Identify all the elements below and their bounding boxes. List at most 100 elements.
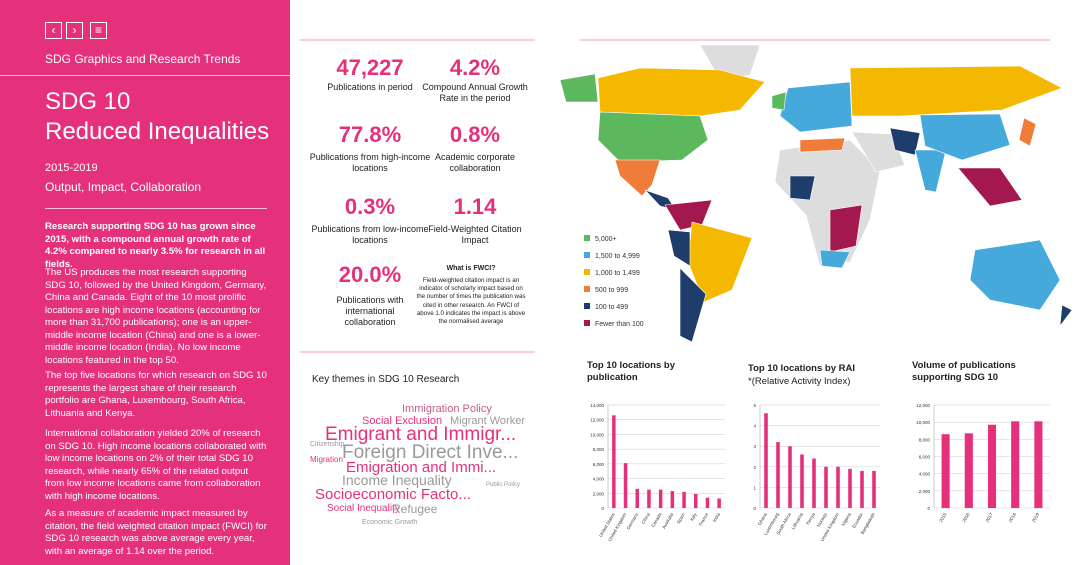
region bbox=[771, 91, 787, 111]
paragraph: The top five locations for which researc… bbox=[45, 370, 267, 419]
title: SDG 10 bbox=[45, 88, 131, 115]
region bbox=[1018, 117, 1037, 147]
x-tick-label: 2017 bbox=[985, 512, 995, 524]
bar bbox=[812, 458, 816, 508]
legend-swatch bbox=[584, 320, 590, 326]
legend-swatch bbox=[584, 303, 590, 309]
y-tick-label: 4,000 bbox=[593, 477, 605, 482]
region bbox=[829, 204, 863, 253]
word-cloud-title: Key themes in SDG 10 Research bbox=[312, 374, 459, 385]
word: Citizenship bbox=[310, 441, 344, 448]
subtitle: Output, Impact, Collaboration bbox=[45, 180, 202, 194]
y-tick-label: 12,000 bbox=[916, 403, 930, 408]
legend-swatch bbox=[584, 252, 590, 258]
charts: 02,0004,0006,0008,00010,00012,00014,000U… bbox=[590, 403, 1050, 542]
word: Refugee bbox=[392, 502, 438, 516]
region bbox=[849, 65, 1063, 117]
stat-label: Publications in period bbox=[327, 82, 413, 92]
word: Social Exclusion bbox=[362, 415, 442, 427]
word: Migration bbox=[310, 455, 343, 464]
y-tick-label: 2,000 bbox=[593, 491, 605, 496]
bar bbox=[941, 434, 950, 508]
chart-title: Top 10 locations by publication bbox=[587, 360, 675, 383]
x-tick-label: China bbox=[641, 512, 651, 525]
paragraph: As a measure of academic impact measured… bbox=[45, 508, 267, 557]
y-tick-label: 10,000 bbox=[916, 420, 930, 425]
stat-value: 77.8% bbox=[338, 122, 402, 147]
legend-swatch bbox=[584, 269, 590, 275]
series-title: SDG Graphics and Research Trends bbox=[45, 52, 241, 66]
side-panel: ‹ › ≡ SDG Graphics and Research Trends S… bbox=[0, 0, 290, 565]
y-tick-label: 14,000 bbox=[590, 403, 604, 408]
region bbox=[597, 67, 766, 117]
word: Income Inequality bbox=[342, 472, 452, 488]
x-tick-label: France bbox=[698, 512, 710, 527]
word: Public Policy bbox=[486, 482, 520, 488]
y-tick-label: 1 bbox=[753, 485, 756, 490]
stat-label: Compound Annual Growth Rate in the perio… bbox=[422, 82, 528, 103]
legend-label: 1,500 to 4,999 bbox=[595, 253, 640, 260]
bar bbox=[964, 433, 973, 508]
bar bbox=[860, 470, 864, 508]
stat-value: 4.2% bbox=[449, 55, 501, 80]
region bbox=[889, 127, 921, 156]
divider bbox=[45, 208, 267, 209]
x-tick-label: Germany bbox=[626, 511, 640, 530]
region bbox=[851, 131, 906, 173]
x-tick-label: Italy bbox=[689, 511, 698, 521]
bar bbox=[717, 498, 721, 508]
word: Socioeconomic Facto... bbox=[315, 486, 471, 503]
map-legend: 5,000+ 1,500 to 4,999 1,000 to 1,499 500 to… bbox=[584, 235, 644, 328]
legend-label: Fewer than 100 bbox=[595, 321, 644, 328]
bar bbox=[836, 466, 840, 508]
region bbox=[819, 249, 851, 269]
legend-swatch bbox=[584, 286, 590, 292]
stat-label: Academic corporate collaboration bbox=[434, 152, 516, 173]
stat-label: Field-Weighted Citation Impact bbox=[428, 224, 522, 245]
x-tick-label: Australia bbox=[661, 512, 674, 530]
bar bbox=[764, 413, 768, 508]
bar bbox=[670, 491, 675, 508]
x-tick-label: Spain bbox=[676, 512, 686, 525]
word: Migrant Worker bbox=[450, 415, 525, 427]
y-tick-label: 8,000 bbox=[593, 447, 605, 452]
x-tick-label: India bbox=[712, 512, 721, 523]
divider bbox=[0, 75, 290, 76]
region bbox=[957, 167, 1023, 207]
bar bbox=[635, 488, 640, 508]
legend-swatch bbox=[584, 235, 590, 241]
bar bbox=[647, 489, 651, 508]
bar bbox=[623, 463, 628, 508]
bar bbox=[1011, 421, 1020, 508]
y-tick-label: 0 bbox=[753, 506, 756, 511]
menu-button[interactable]: ≡ bbox=[90, 22, 107, 39]
paragraph: International collaboration yielded 20% … bbox=[45, 428, 267, 502]
region bbox=[1059, 304, 1073, 328]
x-tick-label: Nigeria bbox=[840, 512, 852, 527]
x-tick-label: Norway bbox=[816, 511, 828, 527]
region bbox=[614, 159, 661, 197]
region bbox=[667, 229, 691, 267]
prev-button[interactable]: ‹ bbox=[45, 22, 62, 39]
lead-text: Research supporting SDG 10 has grown sin… bbox=[45, 221, 266, 270]
bar bbox=[612, 415, 616, 508]
chart-title: Top 10 locations by RAI bbox=[748, 363, 855, 374]
y-tick-label: 2 bbox=[753, 465, 756, 470]
legend-label: 500 to 999 bbox=[595, 287, 628, 294]
stat-label: Publications from low-income locations bbox=[311, 224, 429, 245]
title: Reduced Inequalities bbox=[45, 118, 270, 145]
region bbox=[799, 137, 846, 153]
region bbox=[789, 175, 816, 201]
x-tick-label: Lithuania bbox=[790, 512, 804, 531]
period: 2015-2019 bbox=[45, 162, 98, 174]
region bbox=[779, 81, 853, 133]
x-tick-label: 2019 bbox=[1031, 512, 1041, 524]
x-tick-label: 2015 bbox=[938, 512, 948, 524]
next-button[interactable]: › bbox=[66, 22, 83, 39]
y-tick-label: 4 bbox=[753, 424, 756, 429]
y-tick-label: 2,000 bbox=[919, 489, 931, 494]
word: Social Inequality bbox=[327, 503, 400, 514]
y-tick-label: 3 bbox=[753, 444, 756, 449]
